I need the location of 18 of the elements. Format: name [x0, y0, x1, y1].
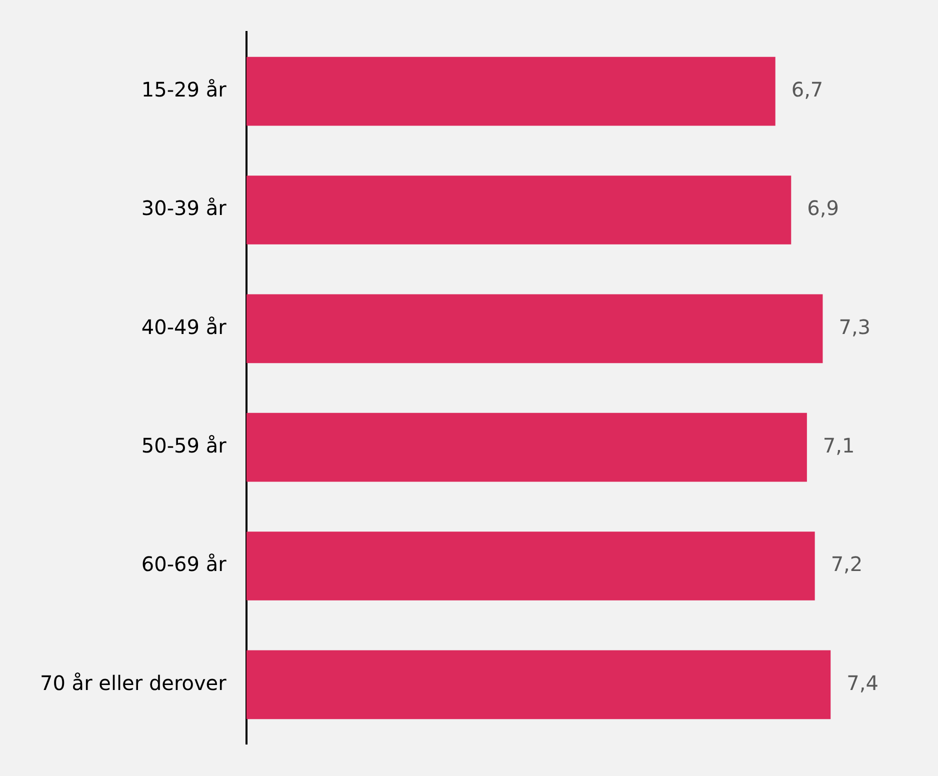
y-tick-label: 40-49 år [141, 314, 228, 339]
y-tick-label: 15-29 år [141, 78, 228, 102]
data-label: 7,2 [830, 552, 863, 576]
y-tick-label: 70 år eller derover [40, 670, 228, 695]
bar [246, 176, 792, 244]
data-label: 6,9 [807, 196, 839, 220]
y-tick-label: 50-59 år [141, 434, 228, 458]
bar [246, 650, 831, 720]
y-tick-label: 60-69 år [141, 552, 228, 576]
bar [246, 532, 815, 600]
data-label: 7,3 [838, 314, 871, 339]
data-label: 7,4 [846, 670, 878, 695]
bar [246, 294, 823, 364]
data-label: 6,7 [791, 78, 824, 102]
y-tick-label: 30-39 år [141, 196, 228, 220]
bar [246, 412, 807, 482]
data-label: 7,1 [822, 434, 855, 458]
bar [246, 56, 776, 126]
